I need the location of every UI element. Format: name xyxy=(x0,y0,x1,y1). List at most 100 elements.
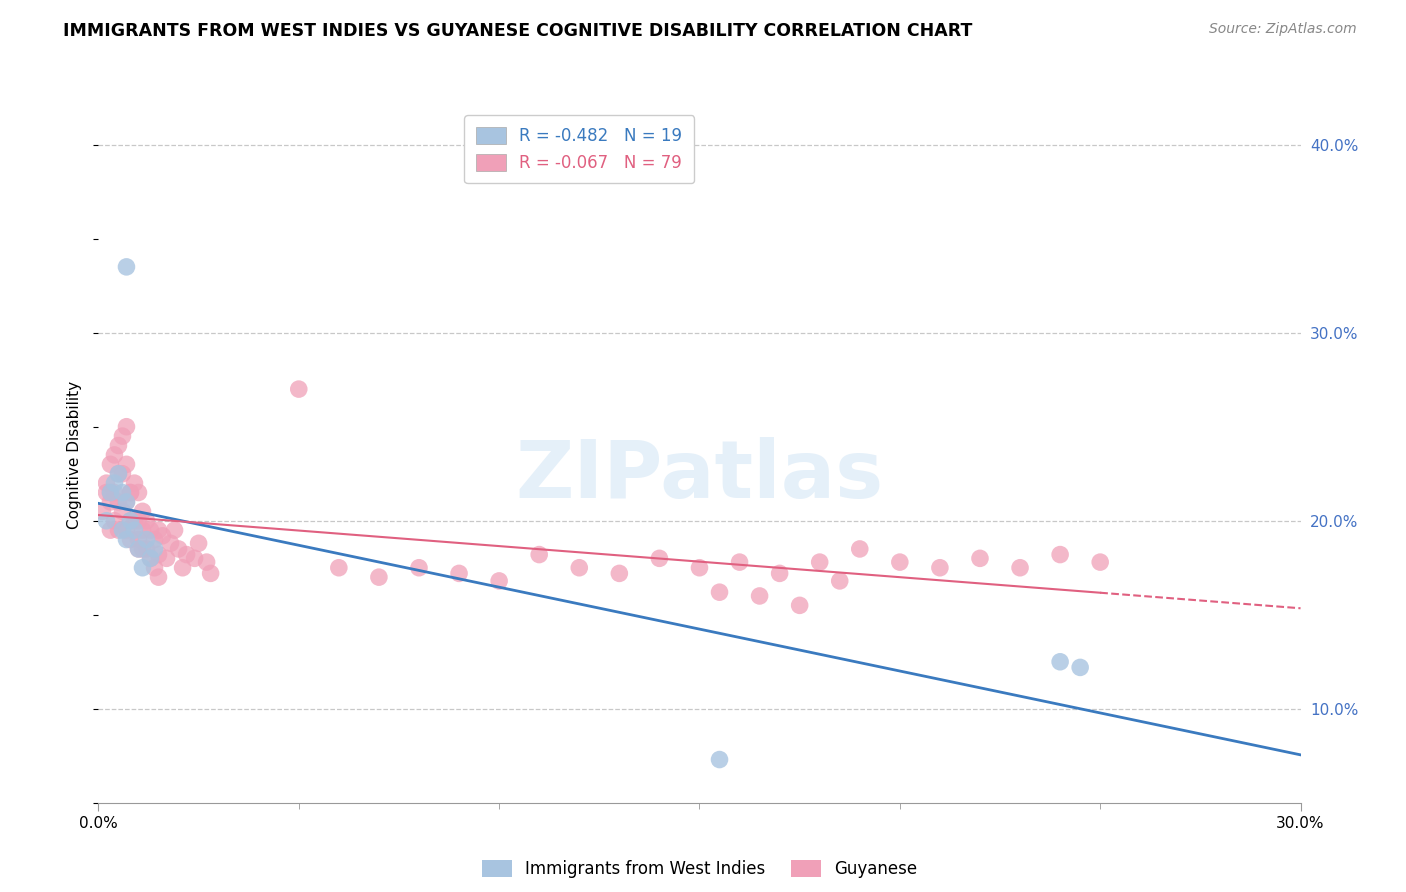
Point xyxy=(148,523,170,537)
Point xyxy=(131,523,153,537)
Point xyxy=(789,599,811,613)
Point xyxy=(115,533,138,547)
Point xyxy=(447,566,470,581)
Point xyxy=(96,514,118,528)
Point xyxy=(288,382,311,396)
Point xyxy=(929,560,952,574)
Point xyxy=(107,495,129,509)
Point xyxy=(152,529,174,543)
Point xyxy=(163,523,186,537)
Point xyxy=(328,560,350,574)
Point xyxy=(103,476,125,491)
Point xyxy=(124,514,146,528)
Point xyxy=(488,574,510,588)
Point xyxy=(155,551,177,566)
Point xyxy=(100,485,122,500)
Point xyxy=(187,536,209,550)
Point xyxy=(828,574,851,588)
Point xyxy=(769,566,792,581)
Point xyxy=(689,560,711,574)
Point xyxy=(131,541,153,556)
Point xyxy=(107,438,129,452)
Point xyxy=(139,523,162,537)
Point xyxy=(100,523,122,537)
Point xyxy=(709,585,731,599)
Point xyxy=(103,448,125,462)
Text: IMMIGRANTS FROM WEST INDIES VS GUYANESE COGNITIVE DISABILITY CORRELATION CHART: IMMIGRANTS FROM WEST INDIES VS GUYANESE … xyxy=(63,22,973,40)
Point xyxy=(128,541,150,556)
Point xyxy=(748,589,770,603)
Legend: Immigrants from West Indies, Guyanese: Immigrants from West Indies, Guyanese xyxy=(475,854,924,885)
Point xyxy=(111,523,134,537)
Point xyxy=(135,514,157,528)
Point xyxy=(1069,660,1091,674)
Point xyxy=(167,541,190,556)
Point xyxy=(135,541,157,556)
Point xyxy=(808,555,831,569)
Point xyxy=(131,560,153,574)
Point xyxy=(124,523,146,537)
Point xyxy=(143,541,166,556)
Point xyxy=(107,467,129,481)
Point xyxy=(103,485,125,500)
Point xyxy=(111,429,134,443)
Point xyxy=(148,570,170,584)
Point xyxy=(568,560,591,574)
Point xyxy=(159,536,181,550)
Point xyxy=(969,551,991,566)
Point xyxy=(115,523,138,537)
Point xyxy=(148,548,170,562)
Point xyxy=(128,541,150,556)
Point xyxy=(107,467,129,481)
Point xyxy=(96,476,118,491)
Point xyxy=(103,514,125,528)
Point xyxy=(120,533,142,547)
Point xyxy=(143,560,166,574)
Point xyxy=(131,504,153,518)
Point xyxy=(849,541,872,556)
Point xyxy=(183,551,205,566)
Point xyxy=(172,560,194,574)
Point xyxy=(111,504,134,518)
Point xyxy=(115,495,138,509)
Point xyxy=(1088,555,1111,569)
Point xyxy=(115,260,138,274)
Point xyxy=(728,555,751,569)
Point xyxy=(143,533,166,547)
Point xyxy=(176,548,198,562)
Point xyxy=(1049,548,1071,562)
Point xyxy=(124,476,146,491)
Text: ZIPatlas: ZIPatlas xyxy=(516,437,883,515)
Text: Source: ZipAtlas.com: Source: ZipAtlas.com xyxy=(1209,22,1357,37)
Point xyxy=(529,548,551,562)
Point xyxy=(120,514,142,528)
Point xyxy=(195,555,218,569)
Point xyxy=(135,533,157,547)
Point xyxy=(200,566,222,581)
Point xyxy=(120,485,142,500)
Point xyxy=(91,504,114,518)
Point xyxy=(609,566,631,581)
Point xyxy=(120,485,142,500)
Point xyxy=(100,495,122,509)
Point xyxy=(115,495,138,509)
Point xyxy=(408,560,430,574)
Point xyxy=(111,485,134,500)
Point xyxy=(709,753,731,767)
Point xyxy=(368,570,391,584)
Point xyxy=(107,523,129,537)
Point xyxy=(139,551,162,566)
Point xyxy=(1049,655,1071,669)
Point xyxy=(139,551,162,566)
Point xyxy=(100,458,122,472)
Point xyxy=(128,514,150,528)
Point xyxy=(115,458,138,472)
Point xyxy=(115,419,138,434)
Point xyxy=(648,551,671,566)
Point xyxy=(96,485,118,500)
Point xyxy=(111,467,134,481)
Y-axis label: Cognitive Disability: Cognitive Disability xyxy=(67,381,83,529)
Point xyxy=(120,514,142,528)
Point xyxy=(128,533,150,547)
Point xyxy=(889,555,911,569)
